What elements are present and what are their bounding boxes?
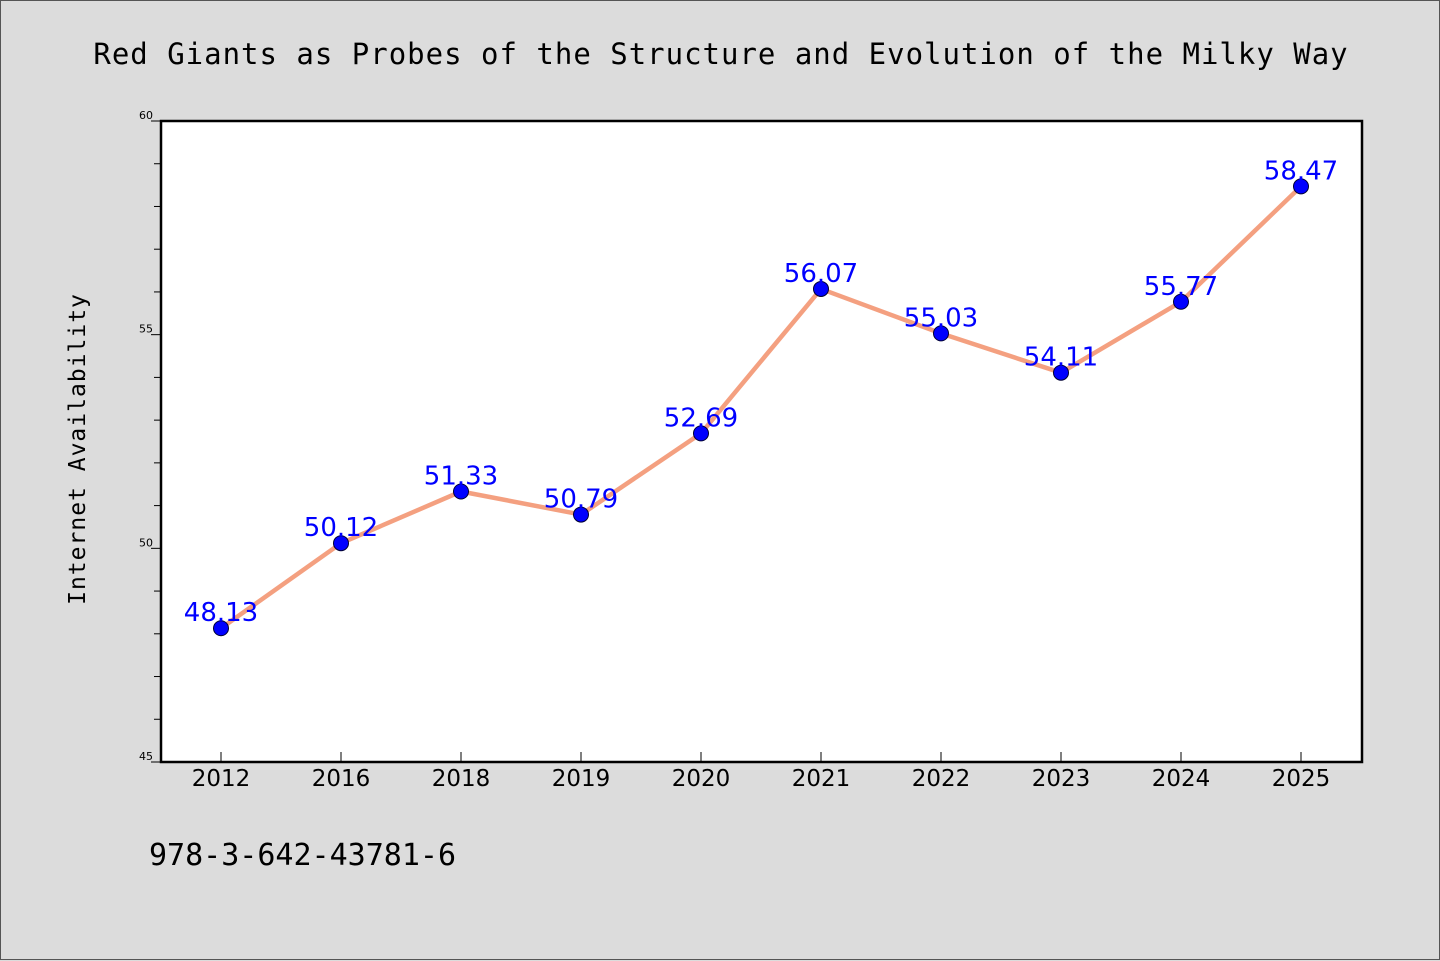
y-axis: 45 50 55 60: [139, 109, 161, 763]
data-point: [333, 535, 349, 552]
series-layer: 48.13 50.12 51.33 50.79 52.69 56.07 55.03 54.11…: [184, 156, 1338, 637]
y-tick-label: 50: [139, 536, 153, 549]
data-label: 50.12: [304, 513, 378, 543]
x-tick-label: 2019: [552, 766, 611, 792]
data-label: 56.07: [784, 259, 858, 289]
data-label: 50.79: [544, 485, 618, 515]
data-point: [693, 425, 709, 442]
data-label: 58.47: [1264, 156, 1338, 186]
data-label: 54.11: [1024, 343, 1098, 373]
data-point: [933, 325, 949, 342]
data-label: 55.03: [904, 303, 978, 333]
data-point: [1173, 293, 1189, 310]
data-point: [573, 506, 589, 523]
data-point: [1293, 178, 1309, 195]
plot-area: [159, 119, 1364, 764]
x-tick-label: 2016: [312, 766, 371, 792]
x-tick-label: 2023: [1032, 766, 1091, 792]
data-label: 48.13: [184, 598, 258, 628]
y-tick-label: 60: [139, 109, 153, 122]
y-tick-label: 45: [139, 750, 153, 763]
x-tick-label: 2020: [672, 766, 731, 792]
series-line: [219, 184, 1303, 631]
data-label: 55.77: [1144, 272, 1218, 302]
data-point: [453, 483, 469, 500]
x-tick-label: 2022: [912, 766, 971, 792]
x-tick-label: 2021: [792, 766, 851, 792]
data-point: [813, 280, 829, 297]
x-tick-label: 2025: [1272, 766, 1331, 792]
x-tick-label: 2012: [192, 766, 251, 792]
data-point: [213, 620, 229, 637]
data-label: 51.33: [424, 461, 498, 491]
x-tick-label: 2018: [432, 766, 491, 792]
y-axis-label: Internet Availability: [65, 293, 91, 605]
isbn-footnote: 978-3-642-43781-6: [149, 838, 456, 873]
x-axis: 2012 2016 2018 2019 2020 2021 2022 2023 2024 2025: [192, 752, 1331, 792]
y-tick-label: 55: [139, 323, 153, 336]
x-tick-label: 2024: [1152, 766, 1211, 792]
data-label: 52.69: [664, 403, 738, 433]
data-point: [1053, 364, 1069, 381]
chart-title: Red Giants as Probes of the Structure an…: [93, 37, 1348, 71]
